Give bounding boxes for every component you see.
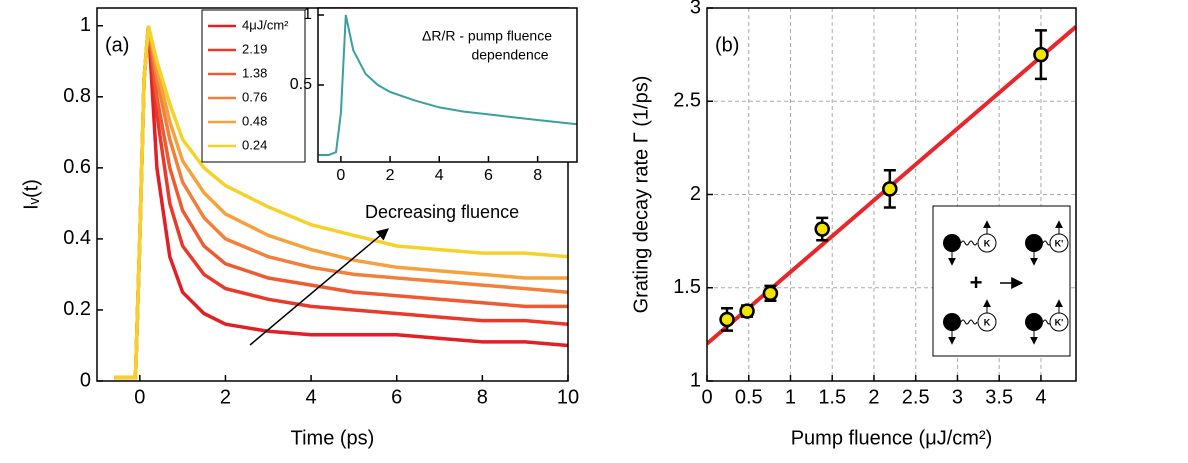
data-point <box>1033 46 1049 63</box>
x-tick-label: 0 <box>134 386 145 408</box>
x-tick-label: 2.5 <box>902 386 930 408</box>
x-tick-label: 4 <box>1035 386 1046 408</box>
data-line <box>318 14 577 156</box>
legend-label: 2.19 <box>242 41 267 56</box>
legend-label: 4μJ/cm² <box>242 17 289 32</box>
arrow <box>249 228 389 346</box>
legend-label: 1.38 <box>242 65 267 80</box>
y-tick-label: 0.4 <box>63 227 91 249</box>
axes-frame <box>317 7 578 163</box>
diagram-box <box>932 205 1071 357</box>
y-tick-label: 2.5 <box>673 90 701 112</box>
legend-label: 0.24 <box>242 137 267 152</box>
y-tick-label: 0.5 <box>290 76 312 93</box>
x-tick-label: 1.5 <box>818 386 846 408</box>
x-tick-label: 4 <box>435 167 444 184</box>
y-tick-label: 1.5 <box>673 276 701 298</box>
valley-label: K <box>984 238 991 248</box>
x-tick-label: 8 <box>533 167 542 184</box>
x-tick-label: 3.5 <box>985 386 1013 408</box>
x-tick-label: 6 <box>391 386 402 408</box>
x-tick-label: 10 <box>557 386 579 408</box>
x-tick-label: 2 <box>386 167 395 184</box>
x-tick-label: 0 <box>701 386 712 408</box>
data-point <box>762 285 779 302</box>
data-point <box>739 303 755 319</box>
x-tick-label: 0.5 <box>735 386 763 408</box>
x-axis-label: Time (ps) <box>291 427 375 449</box>
panel-label: (b) <box>715 34 739 56</box>
data-line <box>114 25 568 380</box>
legend-label: 0.76 <box>242 89 267 104</box>
legend-label: 0.48 <box>242 113 267 128</box>
x-tick-label: 6 <box>484 167 493 184</box>
legend-box <box>201 9 306 163</box>
y-tick-label: 0.2 <box>63 298 91 320</box>
y-tick-label: 1 <box>80 14 91 36</box>
axes-frame <box>706 7 1077 382</box>
y-axis-label: Iᵥ(t) <box>20 179 42 210</box>
plus-sign: + <box>970 270 983 295</box>
data-point <box>719 311 735 328</box>
electron <box>1025 313 1043 331</box>
electron <box>943 234 961 252</box>
y-tick-label: 1 <box>303 6 312 23</box>
data-point <box>882 181 898 197</box>
y-tick-label: 3 <box>690 0 701 18</box>
x-tick-label: 2 <box>220 386 231 408</box>
y-tick-label: 1 <box>690 369 701 391</box>
spring <box>960 240 978 246</box>
annotation: ΔR/R - pump fluence <box>422 28 552 44</box>
electron <box>1025 234 1043 252</box>
annotation: dependence <box>471 47 548 63</box>
annotation: Decreasing fluence <box>365 202 519 222</box>
valley-label: K' <box>1055 238 1064 248</box>
x-tick-label: 8 <box>477 386 488 408</box>
x-tick-label: 2 <box>868 386 879 408</box>
x-axis-label: Pump fluence (μJ/cm²) <box>791 427 993 449</box>
y-tick-label: 0.8 <box>63 85 91 107</box>
y-tick-label: 2 <box>690 183 701 205</box>
y-tick-label: 0.6 <box>63 156 91 178</box>
data-point <box>814 221 830 237</box>
x-tick-label: 0 <box>336 167 345 184</box>
y-tick-label: 0 <box>80 369 91 391</box>
panel-label: (a) <box>105 34 129 56</box>
spring <box>960 319 978 325</box>
valley-label: K' <box>1055 317 1064 327</box>
x-tick-label: 4 <box>306 386 317 408</box>
plot-area <box>318 8 577 162</box>
x-tick-label: 1 <box>785 386 796 408</box>
x-tick-label: 3 <box>952 386 963 408</box>
electron <box>943 313 961 331</box>
y-axis-label: Grating decay rate Γ (1/ps) <box>630 76 652 314</box>
valley-label: K <box>984 317 991 327</box>
